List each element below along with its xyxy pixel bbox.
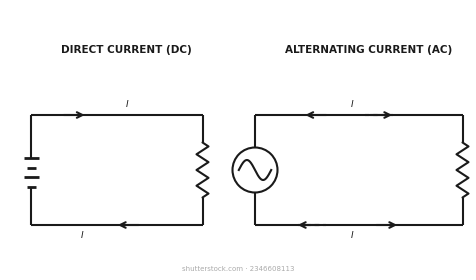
Text: ALTERNATING CURRENT (AC): ALTERNATING CURRENT (AC)	[285, 45, 451, 55]
Text: DIRECT CURRENT (DC): DIRECT CURRENT (DC)	[61, 45, 192, 55]
Text: I: I	[81, 231, 84, 240]
Text: I: I	[126, 100, 129, 109]
Text: I: I	[350, 100, 353, 109]
Text: shutterstock.com · 2346608113: shutterstock.com · 2346608113	[182, 266, 294, 272]
Text: I: I	[350, 231, 353, 240]
